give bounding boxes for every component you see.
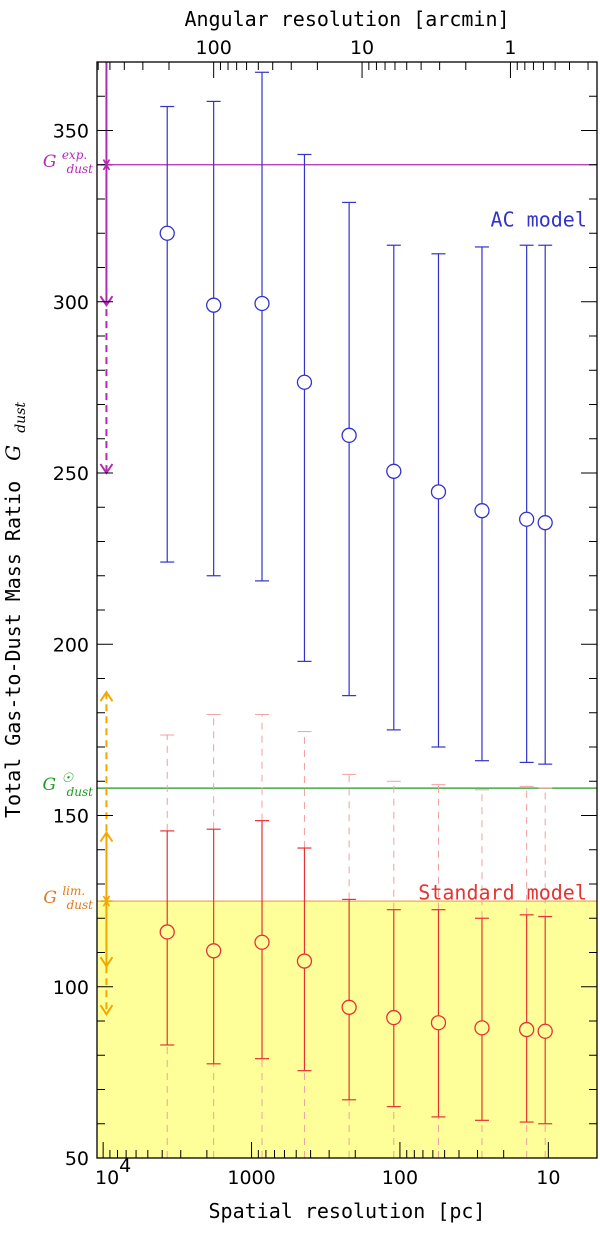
y-axis-title-text: Total Gas-to-Dust Mass Ratio	[1, 481, 25, 818]
y-tick-label: 100	[53, 977, 89, 999]
x2-tick-label: 10	[350, 37, 374, 59]
standard-point	[341, 999, 357, 1015]
standard-model-label: Standard model	[418, 880, 587, 904]
limit-ratio-label: G lim. dust	[43, 880, 93, 912]
limit-region	[97, 901, 597, 1158]
x-tick-label: 100	[382, 1167, 418, 1189]
y-axis-title-symbol: G	[1, 445, 25, 461]
solar-ratio-sub: dust	[67, 785, 94, 799]
y-tick-label: 300	[53, 292, 89, 314]
expected-ratio-sub: dust	[67, 162, 94, 176]
standard-point	[537, 1023, 553, 1039]
x-tick-label: 10	[536, 1167, 560, 1189]
expected-ratio-sup: exp.	[62, 148, 87, 162]
ac-model-label: AC model	[491, 207, 587, 231]
ac-point	[254, 295, 270, 312]
standard-point	[474, 1020, 490, 1036]
solar-ratio-symbol: G	[43, 775, 57, 795]
x2-tick-label: 100	[196, 37, 232, 59]
limit-arrowhead-top	[99, 830, 114, 843]
standard-point	[159, 924, 175, 940]
y-tick-label: 200	[53, 634, 89, 656]
standard-point	[430, 1015, 447, 1031]
standard-point	[206, 943, 222, 959]
limit-marker	[100, 895, 113, 907]
limit-marker-stroke	[102, 895, 111, 907]
standard-point	[254, 934, 270, 950]
top-axis-title: Angular resolution [arcmin]	[184, 7, 509, 31]
x-tick-label: 10	[95, 1167, 119, 1189]
x2-tick-label: 1	[504, 37, 516, 59]
ac-point	[430, 484, 447, 500]
limit-ratio-sup: lim.	[62, 884, 85, 898]
x-tick-label-exponent: 4	[119, 1155, 131, 1177]
y-tick-label: 250	[53, 463, 89, 485]
y-tick-label: 50	[65, 1148, 89, 1170]
y-axis-title: Total Gas-to-Dust Mass Ratio G dust	[1, 402, 29, 818]
x-tick-label: 1000	[227, 1167, 275, 1189]
limit-ratio-symbol: G	[43, 888, 57, 908]
y-tick-label: 150	[53, 806, 89, 828]
ac-point	[537, 515, 553, 531]
ac-point	[386, 463, 402, 479]
expected-arrowhead	[99, 295, 114, 307]
ac-point	[341, 427, 357, 443]
y-axis-title-sub: dust	[13, 402, 29, 433]
expected-ratio-label: G exp. dust	[43, 144, 93, 176]
x-axis-title: Spatial resolution [pc]	[209, 1199, 486, 1223]
ac-point	[474, 503, 490, 519]
y-tick-label: 350	[53, 121, 89, 143]
expected-marker-stroke	[102, 159, 111, 171]
solar-ratio-sup: ☉	[62, 771, 75, 786]
ac-point	[519, 511, 535, 527]
standard-point	[519, 1021, 535, 1038]
limit-ratio-sub: dust	[67, 898, 94, 912]
standard-point	[386, 1009, 402, 1026]
limit-arrowhead-bottom-dashed	[99, 1004, 114, 1016]
ac-point	[296, 374, 313, 390]
solar-ratio-label: G ☉ dust	[43, 767, 94, 799]
limit-arrowhead-top-dashed	[99, 690, 114, 702]
ac-point	[159, 225, 175, 241]
expected-ratio-symbol: G	[43, 152, 57, 172]
standard-point	[296, 953, 313, 969]
ac-point	[206, 297, 222, 313]
